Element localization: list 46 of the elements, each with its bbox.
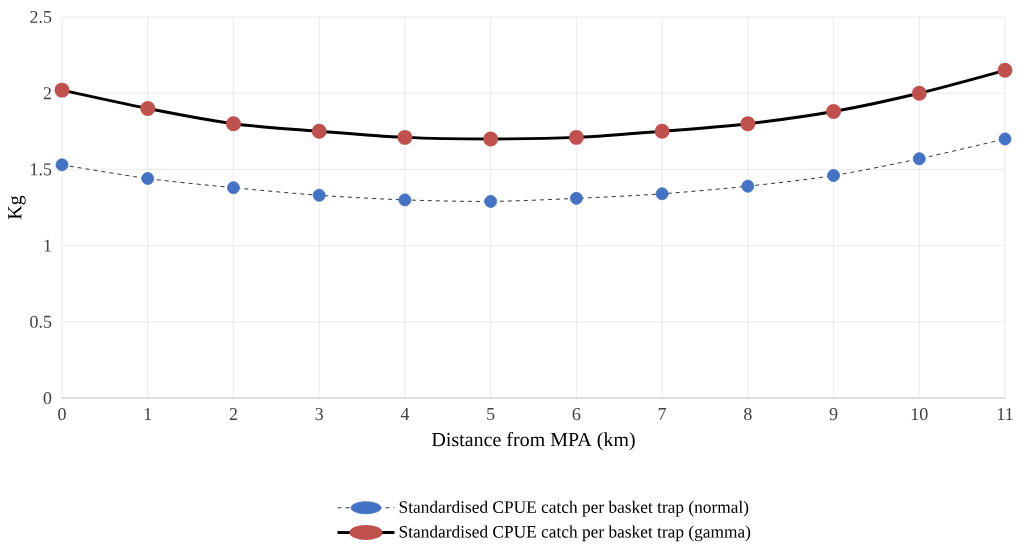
point xyxy=(741,179,755,193)
point xyxy=(998,132,1012,146)
point xyxy=(312,188,326,202)
point xyxy=(740,116,756,132)
x-tick-label: 7 xyxy=(658,408,667,420)
point xyxy=(912,152,926,166)
point xyxy=(655,187,669,201)
x-tick-label: 2 xyxy=(229,408,237,420)
x-tick-label: 1 xyxy=(144,408,152,420)
legend-label: Standardised CPUE catch per basket trap (normal) xyxy=(399,500,749,517)
point xyxy=(141,172,155,185)
point xyxy=(826,104,842,119)
point xyxy=(225,116,241,132)
point xyxy=(911,85,927,101)
x-tick-label: 3 xyxy=(315,408,323,421)
y-axis-title: Kg xyxy=(8,195,26,220)
y-tick-label: 0 xyxy=(43,391,52,405)
point xyxy=(311,123,327,139)
x-tick-label: 4 xyxy=(400,408,410,420)
x-tick-label: 5 xyxy=(487,408,495,420)
point xyxy=(484,195,498,208)
point xyxy=(483,131,499,147)
point xyxy=(654,123,670,139)
x-tick-label: 11 xyxy=(997,408,1013,420)
x-tick-label: 8 xyxy=(744,408,752,421)
point xyxy=(397,129,413,145)
y-tick-label: 1 xyxy=(44,239,51,252)
point xyxy=(55,158,69,172)
y-tick-label: 1.5 xyxy=(31,163,52,176)
x-tick-label: 10 xyxy=(911,408,928,421)
x-tick-label: 6 xyxy=(572,408,581,421)
y-tick-label: 2 xyxy=(43,87,51,100)
point xyxy=(569,191,583,205)
x-axis-title: Distance from MPA (km) xyxy=(431,432,635,451)
x-tick-label: 0 xyxy=(58,408,66,421)
point xyxy=(568,129,584,145)
point xyxy=(997,62,1013,78)
y-tick-label: 2.5 xyxy=(30,10,52,24)
point xyxy=(54,82,70,98)
point xyxy=(227,181,240,195)
point xyxy=(140,100,156,116)
point xyxy=(398,193,412,207)
legend-label: Standardised CPUE catch per basket trap (gamma) xyxy=(399,525,751,542)
point xyxy=(827,169,840,182)
x-tick-label: 9 xyxy=(829,408,838,421)
y-tick-label: 0.5 xyxy=(30,315,52,328)
